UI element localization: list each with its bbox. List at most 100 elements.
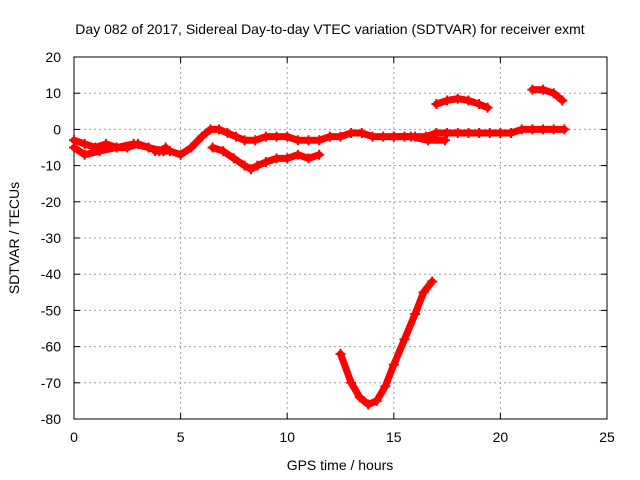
data-point-marker	[548, 88, 559, 99]
data-point-marker	[324, 131, 335, 142]
data-point-marker	[399, 334, 410, 345]
y-tick-label: -40	[41, 266, 61, 282]
data-point-marker	[410, 309, 421, 320]
series-trace-f	[431, 93, 493, 113]
data-point-marker	[356, 128, 367, 139]
data-point-marker	[207, 142, 218, 153]
data-point-marker	[559, 124, 570, 135]
y-tick-label: 20	[45, 49, 61, 65]
data-point-marker	[516, 124, 527, 135]
y-tick-label: -30	[41, 230, 61, 246]
data-point-marker	[463, 95, 474, 106]
x-tick-label: 20	[493, 429, 509, 445]
data-point-marker	[303, 135, 314, 146]
data-point-marker	[250, 135, 261, 146]
data-point-marker	[314, 135, 325, 146]
data-point-marker	[79, 138, 90, 149]
grid-lines	[74, 57, 607, 419]
data-point-marker	[354, 392, 365, 403]
data-point-marker	[442, 128, 453, 139]
data-point-marker	[252, 160, 263, 171]
data-point-marker	[484, 128, 495, 139]
data-point-marker	[439, 135, 450, 146]
data-point-marker	[527, 84, 538, 95]
series-line	[390, 133, 449, 144]
data-point-marker	[418, 287, 429, 298]
data-point-marker	[405, 131, 416, 142]
x-tick-label: 15	[386, 429, 402, 445]
data-point-marker	[282, 153, 293, 164]
data-point-marker	[378, 131, 389, 142]
data-point-marker	[474, 99, 485, 110]
data-point-marker	[282, 131, 293, 142]
series-trace-h	[335, 276, 438, 410]
y-tick-label: -50	[41, 302, 61, 318]
x-tick-label: 10	[279, 429, 295, 445]
data-point-marker	[427, 276, 438, 287]
axis-ticks: 0 5 10 15 20 25 20 10 0 -10 -20 -30 -40 -50 -60 -70 -80	[41, 49, 615, 445]
data-point-marker	[111, 142, 122, 153]
data-point-marker	[431, 99, 442, 110]
y-tick-label: 10	[45, 85, 61, 101]
data-point-marker	[164, 146, 175, 157]
data-point-marker	[222, 128, 233, 139]
series-trace-c	[150, 124, 570, 160]
data-point-marker	[271, 153, 282, 164]
series-trace-g	[527, 84, 568, 106]
data-point-marker	[474, 128, 485, 139]
data-point-marker	[557, 95, 568, 106]
data-point-marker	[388, 131, 399, 142]
data-point-marker	[205, 124, 216, 135]
series-line	[151, 125, 568, 159]
data-point-marker	[346, 377, 357, 388]
data-point-marker	[271, 131, 282, 142]
data-point-marker	[482, 102, 493, 113]
data-point-marker	[506, 128, 517, 139]
data-series	[69, 84, 570, 410]
series-trace-e	[388, 131, 450, 146]
y-tick-label: -70	[41, 375, 61, 391]
data-point-marker	[303, 153, 314, 164]
data-point-marker	[213, 124, 224, 135]
data-point-marker	[442, 95, 453, 106]
data-point-marker	[94, 146, 105, 157]
data-point-marker	[292, 135, 303, 146]
data-point-marker	[150, 146, 161, 157]
data-point-marker	[231, 131, 242, 142]
data-point-marker	[380, 381, 391, 392]
data-point-marker	[314, 149, 325, 160]
data-point-marker	[538, 124, 549, 135]
x-axis-label: GPS time / hours	[287, 457, 394, 473]
data-point-marker	[388, 359, 399, 370]
y-tick-label: 0	[53, 121, 61, 137]
data-point-marker	[175, 149, 186, 160]
data-point-marker	[239, 135, 250, 146]
data-point-marker	[463, 128, 474, 139]
x-tick-label: 0	[70, 429, 78, 445]
x-tick-label: 25	[599, 429, 615, 445]
data-point-marker	[260, 156, 271, 167]
data-point-marker	[452, 93, 463, 104]
data-point-marker	[452, 128, 463, 139]
data-point-marker	[196, 131, 207, 142]
data-point-marker	[346, 128, 357, 139]
data-point-marker	[292, 149, 303, 160]
data-point-marker	[186, 142, 197, 153]
data-point-marker	[335, 131, 346, 142]
chart-title: Day 082 of 2017, Sidereal Day-to-day VTE…	[75, 21, 584, 37]
data-point-marker	[367, 131, 378, 142]
data-point-marker	[548, 124, 559, 135]
data-point-marker	[228, 153, 239, 164]
series-line	[528, 86, 566, 104]
data-point-marker	[431, 128, 442, 139]
y-tick-label: -20	[41, 194, 61, 210]
data-point-marker	[69, 142, 79, 153]
y-tick-label: -80	[41, 411, 61, 427]
data-point-marker	[527, 124, 538, 135]
x-tick-label: 5	[177, 429, 185, 445]
data-point-marker	[239, 160, 250, 171]
data-point-marker	[143, 142, 154, 153]
data-point-marker	[218, 146, 229, 157]
data-point-marker	[245, 164, 256, 175]
